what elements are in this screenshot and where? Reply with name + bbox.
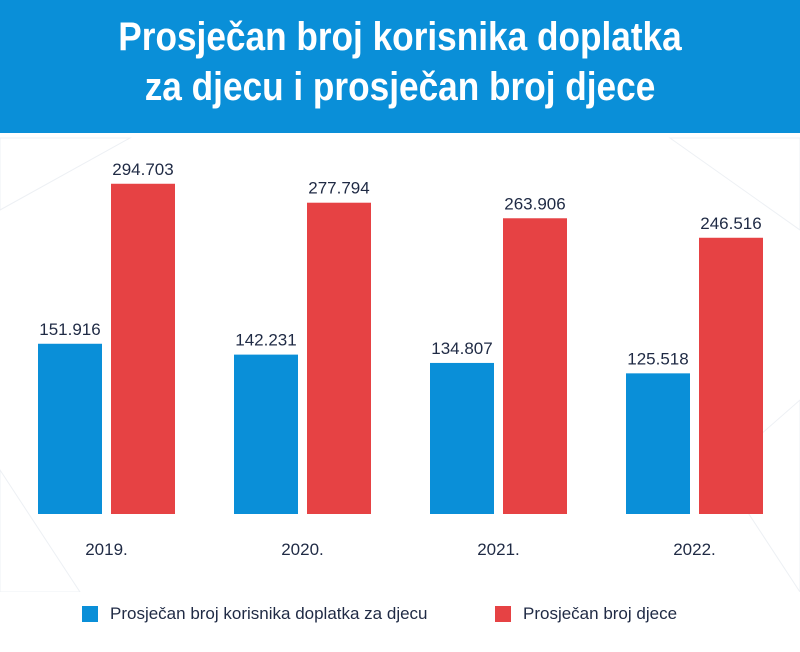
data-label: 246.516	[700, 214, 761, 233]
data-label: 125.518	[627, 349, 688, 368]
bar-djeca-0	[111, 183, 175, 515]
bar-korisnici-3	[626, 373, 690, 514]
x-tick-label: 2022.	[673, 540, 716, 559]
data-label: 134.807	[431, 339, 492, 358]
background-decoration	[668, 137, 800, 231]
legend-swatch-red	[495, 606, 511, 622]
legend-label-korisnici: Prosječan broj korisnika doplatka za dje…	[110, 604, 428, 623]
data-label: 142.231	[235, 331, 296, 350]
bar-chart: 151.916 294.703 2019. 142.231 277.794 2020. 13…	[0, 137, 800, 592]
bar-djeca-1	[307, 202, 371, 514]
chart-title-line-2: za djecu i prosječan broj djece	[144, 65, 656, 109]
data-label: 277.794	[308, 179, 369, 198]
chart-title: Prosječan broj korisnika doplatka za dje…	[48, 12, 752, 112]
background-decoration	[0, 469, 81, 592]
bar-korisnici-0	[38, 343, 102, 514]
chart-title-line-1: Prosječan broj korisnika doplatka	[118, 15, 682, 59]
x-tick-label: 2019.	[85, 540, 128, 559]
data-label: 151.916	[39, 320, 100, 339]
x-tick-label: 2021.	[477, 540, 520, 559]
bar-djeca-2	[503, 218, 567, 515]
title-banner: Prosječan broj korisnika doplatka za dje…	[0, 0, 800, 133]
legend-label-djeca: Prosječan broj djece	[523, 604, 678, 623]
bar-djeca-3	[699, 237, 763, 514]
data-label: 263.906	[504, 194, 565, 213]
background-decoration	[0, 137, 132, 211]
x-tick-label: 2020.	[281, 540, 324, 559]
bar-korisnici-1	[234, 354, 298, 514]
chart-legend: Prosječan broj korisnika doplatka za dje…	[0, 592, 800, 632]
bar-korisnici-2	[430, 362, 494, 514]
data-label: 294.703	[112, 160, 173, 179]
legend-swatch-blue	[82, 606, 98, 622]
